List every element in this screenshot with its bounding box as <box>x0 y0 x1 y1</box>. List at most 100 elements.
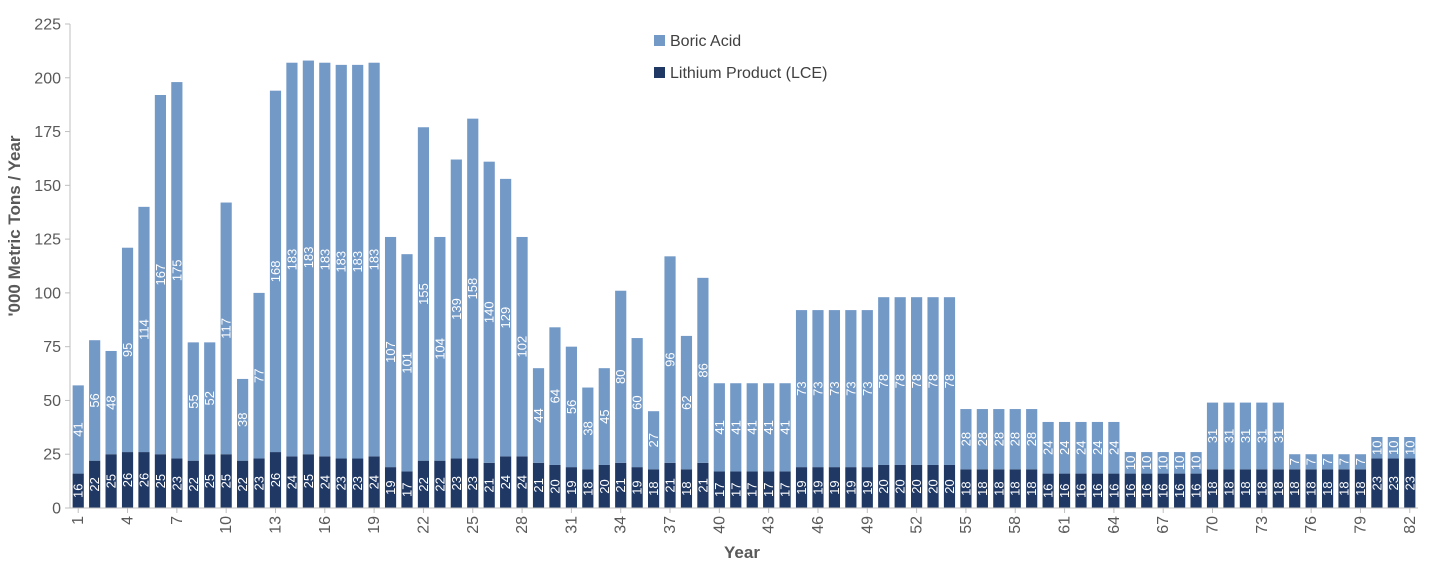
data-label-lithium-product: 17 <box>745 482 760 496</box>
data-label-boric-acid: 10 <box>1189 456 1204 470</box>
bar-lithium-product <box>845 467 857 508</box>
data-label-lithium-product: 19 <box>827 480 842 494</box>
bar-lithium-product <box>993 469 1005 508</box>
data-label-lithium-product: 19 <box>860 480 875 494</box>
y-tick-label: 100 <box>34 285 61 302</box>
bar-boric-acid <box>121 247 134 453</box>
data-label-boric-acid: 38 <box>235 413 250 427</box>
data-label-boric-acid: 73 <box>860 381 875 395</box>
data-label-boric-acid: 41 <box>745 420 760 434</box>
data-label-boric-acid: 44 <box>531 408 546 422</box>
bar-boric-acid <box>878 297 890 465</box>
x-tick-label: 64 <box>1106 516 1123 534</box>
bar-lithium-product <box>713 471 725 508</box>
data-label-lithium-product: 19 <box>794 480 809 494</box>
data-label-lithium-product: 17 <box>400 482 415 496</box>
bar-boric-acid <box>763 383 775 472</box>
legend-label-lithium-product: Lithium Product (LCE) <box>670 65 827 82</box>
bar-lithium-product <box>1157 473 1169 508</box>
bar-lithium-product <box>1272 469 1284 508</box>
bar-boric-acid <box>450 159 462 459</box>
bar-lithium-product <box>467 458 479 508</box>
data-label-lithium-product: 22 <box>416 477 431 491</box>
legend-swatch-lithium-product <box>654 67 665 78</box>
bar-boric-acid <box>598 368 610 465</box>
bar-boric-acid <box>795 310 808 468</box>
bar-lithium-product <box>154 454 167 508</box>
bar-lithium-product <box>1239 469 1251 508</box>
data-label-boric-acid: 28 <box>1008 432 1023 446</box>
data-label-lithium-product: 25 <box>219 474 234 488</box>
y-tick-label: 0 <box>52 501 61 518</box>
data-label-boric-acid: 73 <box>827 381 842 395</box>
data-label-boric-acid: 10 <box>1386 441 1401 455</box>
data-label-lithium-product: 19 <box>564 480 579 494</box>
data-label-boric-acid: 10 <box>1139 456 1154 470</box>
x-tick-label: 61 <box>1057 516 1074 534</box>
bar-lithium-product <box>450 458 462 508</box>
data-label-boric-acid: 183 <box>367 249 382 271</box>
data-label-boric-acid: 73 <box>794 381 809 395</box>
bar-boric-acid <box>532 368 545 463</box>
data-label-lithium-product: 18 <box>1320 481 1335 495</box>
bar-lithium-product <box>927 464 939 508</box>
bar-boric-acid <box>730 383 742 472</box>
data-label-lithium-product: 17 <box>728 482 743 496</box>
x-tick-label: 43 <box>761 516 778 534</box>
y-tick-label: 150 <box>34 178 61 195</box>
data-label-lithium-product: 19 <box>843 480 858 494</box>
data-label-boric-acid: 101 <box>400 352 415 374</box>
y-tick-label: 125 <box>34 232 61 249</box>
bar-lithium-product <box>384 467 397 508</box>
data-label-lithium-product: 24 <box>284 475 299 489</box>
data-label-boric-acid: 102 <box>515 336 530 358</box>
bar-boric-acid <box>401 254 413 472</box>
x-tick-label: 37 <box>662 516 679 534</box>
data-label-lithium-product: 18 <box>958 481 973 495</box>
x-tick-label: 70 <box>1205 516 1222 534</box>
bar-boric-acid <box>237 378 249 461</box>
data-label-boric-acid: 64 <box>547 389 562 403</box>
bar-boric-acid <box>713 383 725 472</box>
bar-boric-acid <box>582 387 594 470</box>
x-tick-label: 7 <box>169 516 186 525</box>
data-label-lithium-product: 16 <box>71 484 86 498</box>
bar-lithium-product <box>911 464 923 508</box>
bar-lithium-product <box>828 467 841 508</box>
data-label-lithium-product: 20 <box>876 479 891 493</box>
data-label-boric-acid: 155 <box>416 283 431 305</box>
bar-lithium-product <box>352 458 364 508</box>
data-label-lithium-product: 19 <box>630 480 645 494</box>
data-label-boric-acid: 10 <box>1369 441 1384 455</box>
bar-boric-acid <box>319 62 331 457</box>
data-label-boric-acid: 24 <box>1057 441 1072 455</box>
bar-lithium-product <box>237 460 249 508</box>
data-label-lithium-product: 20 <box>926 479 941 493</box>
data-label-boric-acid: 7 <box>1287 458 1302 465</box>
data-label-lithium-product: 22 <box>87 477 102 491</box>
data-label-lithium-product: 25 <box>104 474 119 488</box>
bar-boric-acid <box>1338 454 1350 470</box>
x-tick-label: 22 <box>415 516 432 534</box>
bar-lithium-product <box>976 469 988 508</box>
bar-boric-acid <box>204 342 216 455</box>
data-label-lithium-product: 18 <box>975 481 990 495</box>
bar-lithium-product <box>1321 469 1334 508</box>
bar-boric-acid <box>417 127 430 461</box>
data-label-boric-acid: 139 <box>449 298 464 320</box>
x-tick-label: 67 <box>1155 516 1172 534</box>
data-label-lithium-product: 21 <box>695 478 710 492</box>
bar-lithium-product <box>1190 473 1202 508</box>
bar-boric-acid <box>1223 402 1235 470</box>
bar-lithium-product <box>269 452 282 508</box>
x-tick-label: 28 <box>514 516 531 534</box>
data-label-boric-acid: 10 <box>1156 456 1171 470</box>
data-label-lithium-product: 16 <box>1123 484 1138 498</box>
x-tick-label: 34 <box>613 516 630 534</box>
bar-boric-acid <box>615 290 627 463</box>
y-axis-title: '000 Metric Tons / Year <box>5 135 24 316</box>
data-label-boric-acid: 31 <box>1254 429 1269 443</box>
data-label-boric-acid: 55 <box>186 394 201 408</box>
bar-lithium-product <box>286 456 298 508</box>
